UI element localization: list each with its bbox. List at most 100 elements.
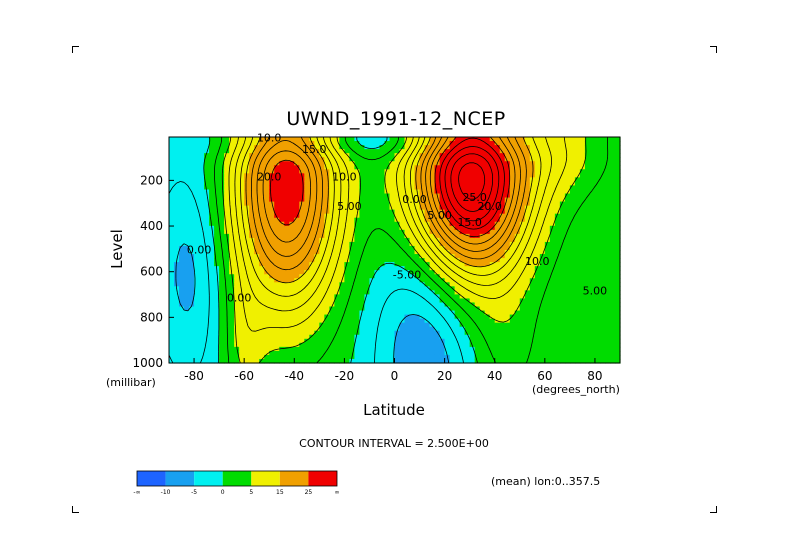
field-cell	[214, 298, 220, 304]
field-cell	[364, 169, 371, 174]
field-cell	[169, 346, 175, 352]
field-cell	[384, 298, 391, 304]
field-cell	[484, 338, 491, 344]
field-cell	[249, 258, 255, 263]
field-cell	[479, 302, 486, 308]
field-cell	[174, 237, 180, 243]
field-cell	[479, 314, 486, 320]
field-cell	[464, 282, 471, 287]
field-cell	[524, 169, 531, 174]
field-cell	[449, 205, 456, 211]
field-cell	[214, 217, 220, 223]
field-cell	[519, 306, 526, 312]
field-cell	[549, 262, 556, 267]
field-cell	[179, 254, 185, 259]
field-cell	[569, 358, 576, 364]
field-cell	[369, 233, 376, 239]
field-cell	[214, 145, 220, 150]
field-cell	[479, 141, 486, 146]
field-cell	[359, 137, 366, 142]
field-cell	[434, 173, 441, 178]
field-cell	[209, 217, 215, 223]
field-cell	[239, 193, 245, 199]
field-cell	[309, 237, 315, 243]
field-cell	[449, 229, 456, 235]
field-cell	[309, 290, 315, 295]
field-cell	[324, 350, 330, 356]
field-cell	[374, 157, 381, 162]
field-cell	[354, 282, 361, 287]
field-cell	[254, 278, 260, 283]
field-cell	[589, 177, 596, 182]
field-cell	[344, 149, 350, 154]
field-cell	[499, 205, 506, 211]
field-cell	[344, 286, 350, 291]
field-cell	[414, 173, 421, 178]
field-cell	[514, 221, 521, 227]
field-cell	[289, 245, 295, 251]
field-cell	[554, 153, 561, 158]
field-cell	[334, 201, 340, 207]
field-cell	[514, 237, 521, 243]
field-cell	[364, 197, 371, 203]
field-cell	[614, 157, 621, 162]
field-cell	[329, 270, 335, 275]
field-cell	[334, 213, 340, 219]
field-cell	[504, 201, 511, 207]
field-cell	[614, 141, 621, 146]
field-cell	[209, 193, 215, 199]
field-cell	[239, 302, 245, 308]
field-cell	[369, 274, 376, 279]
field-cell	[404, 221, 411, 227]
field-cell	[529, 266, 536, 271]
field-cell	[584, 161, 591, 166]
field-cell	[564, 310, 571, 316]
field-cell	[509, 326, 516, 332]
field-cell	[604, 326, 611, 332]
field-cell	[269, 254, 275, 259]
field-cell	[419, 330, 426, 336]
field-cell	[374, 221, 381, 227]
field-cell	[354, 169, 361, 174]
field-cell	[534, 286, 541, 291]
field-cell	[399, 250, 406, 255]
field-cell	[194, 342, 200, 348]
field-cell	[274, 318, 280, 324]
field-cell	[169, 193, 175, 199]
field-cell	[369, 225, 376, 231]
field-cell	[589, 185, 596, 191]
field-cell	[539, 326, 546, 332]
field-cell	[364, 310, 371, 316]
field-cell	[379, 189, 386, 195]
field-cell	[199, 189, 205, 195]
field-cell	[469, 346, 476, 352]
field-cell	[304, 342, 310, 348]
field-cell	[239, 221, 245, 227]
field-cell	[509, 334, 516, 340]
field-cell	[609, 274, 616, 279]
field-cell	[609, 290, 616, 295]
field-cell	[179, 241, 185, 247]
field-cell	[519, 145, 526, 150]
field-cell	[189, 177, 195, 182]
field-cell	[214, 213, 220, 219]
field-cell	[404, 286, 411, 291]
field-cell	[469, 209, 476, 215]
field-cell	[419, 213, 426, 219]
field-cell	[199, 149, 205, 154]
field-cell	[344, 290, 350, 295]
field-cell	[309, 205, 315, 211]
field-cell	[174, 221, 180, 227]
field-cell	[539, 233, 546, 239]
field-cell	[209, 274, 215, 279]
field-cell	[334, 334, 340, 340]
field-cell	[424, 326, 431, 332]
field-cell	[359, 189, 366, 195]
field-cell	[179, 217, 185, 223]
field-cell	[374, 322, 381, 328]
field-cell	[309, 189, 315, 195]
field-cell	[399, 294, 406, 300]
field-cell	[324, 258, 330, 263]
field-cell	[309, 157, 315, 162]
field-cell	[204, 250, 210, 255]
